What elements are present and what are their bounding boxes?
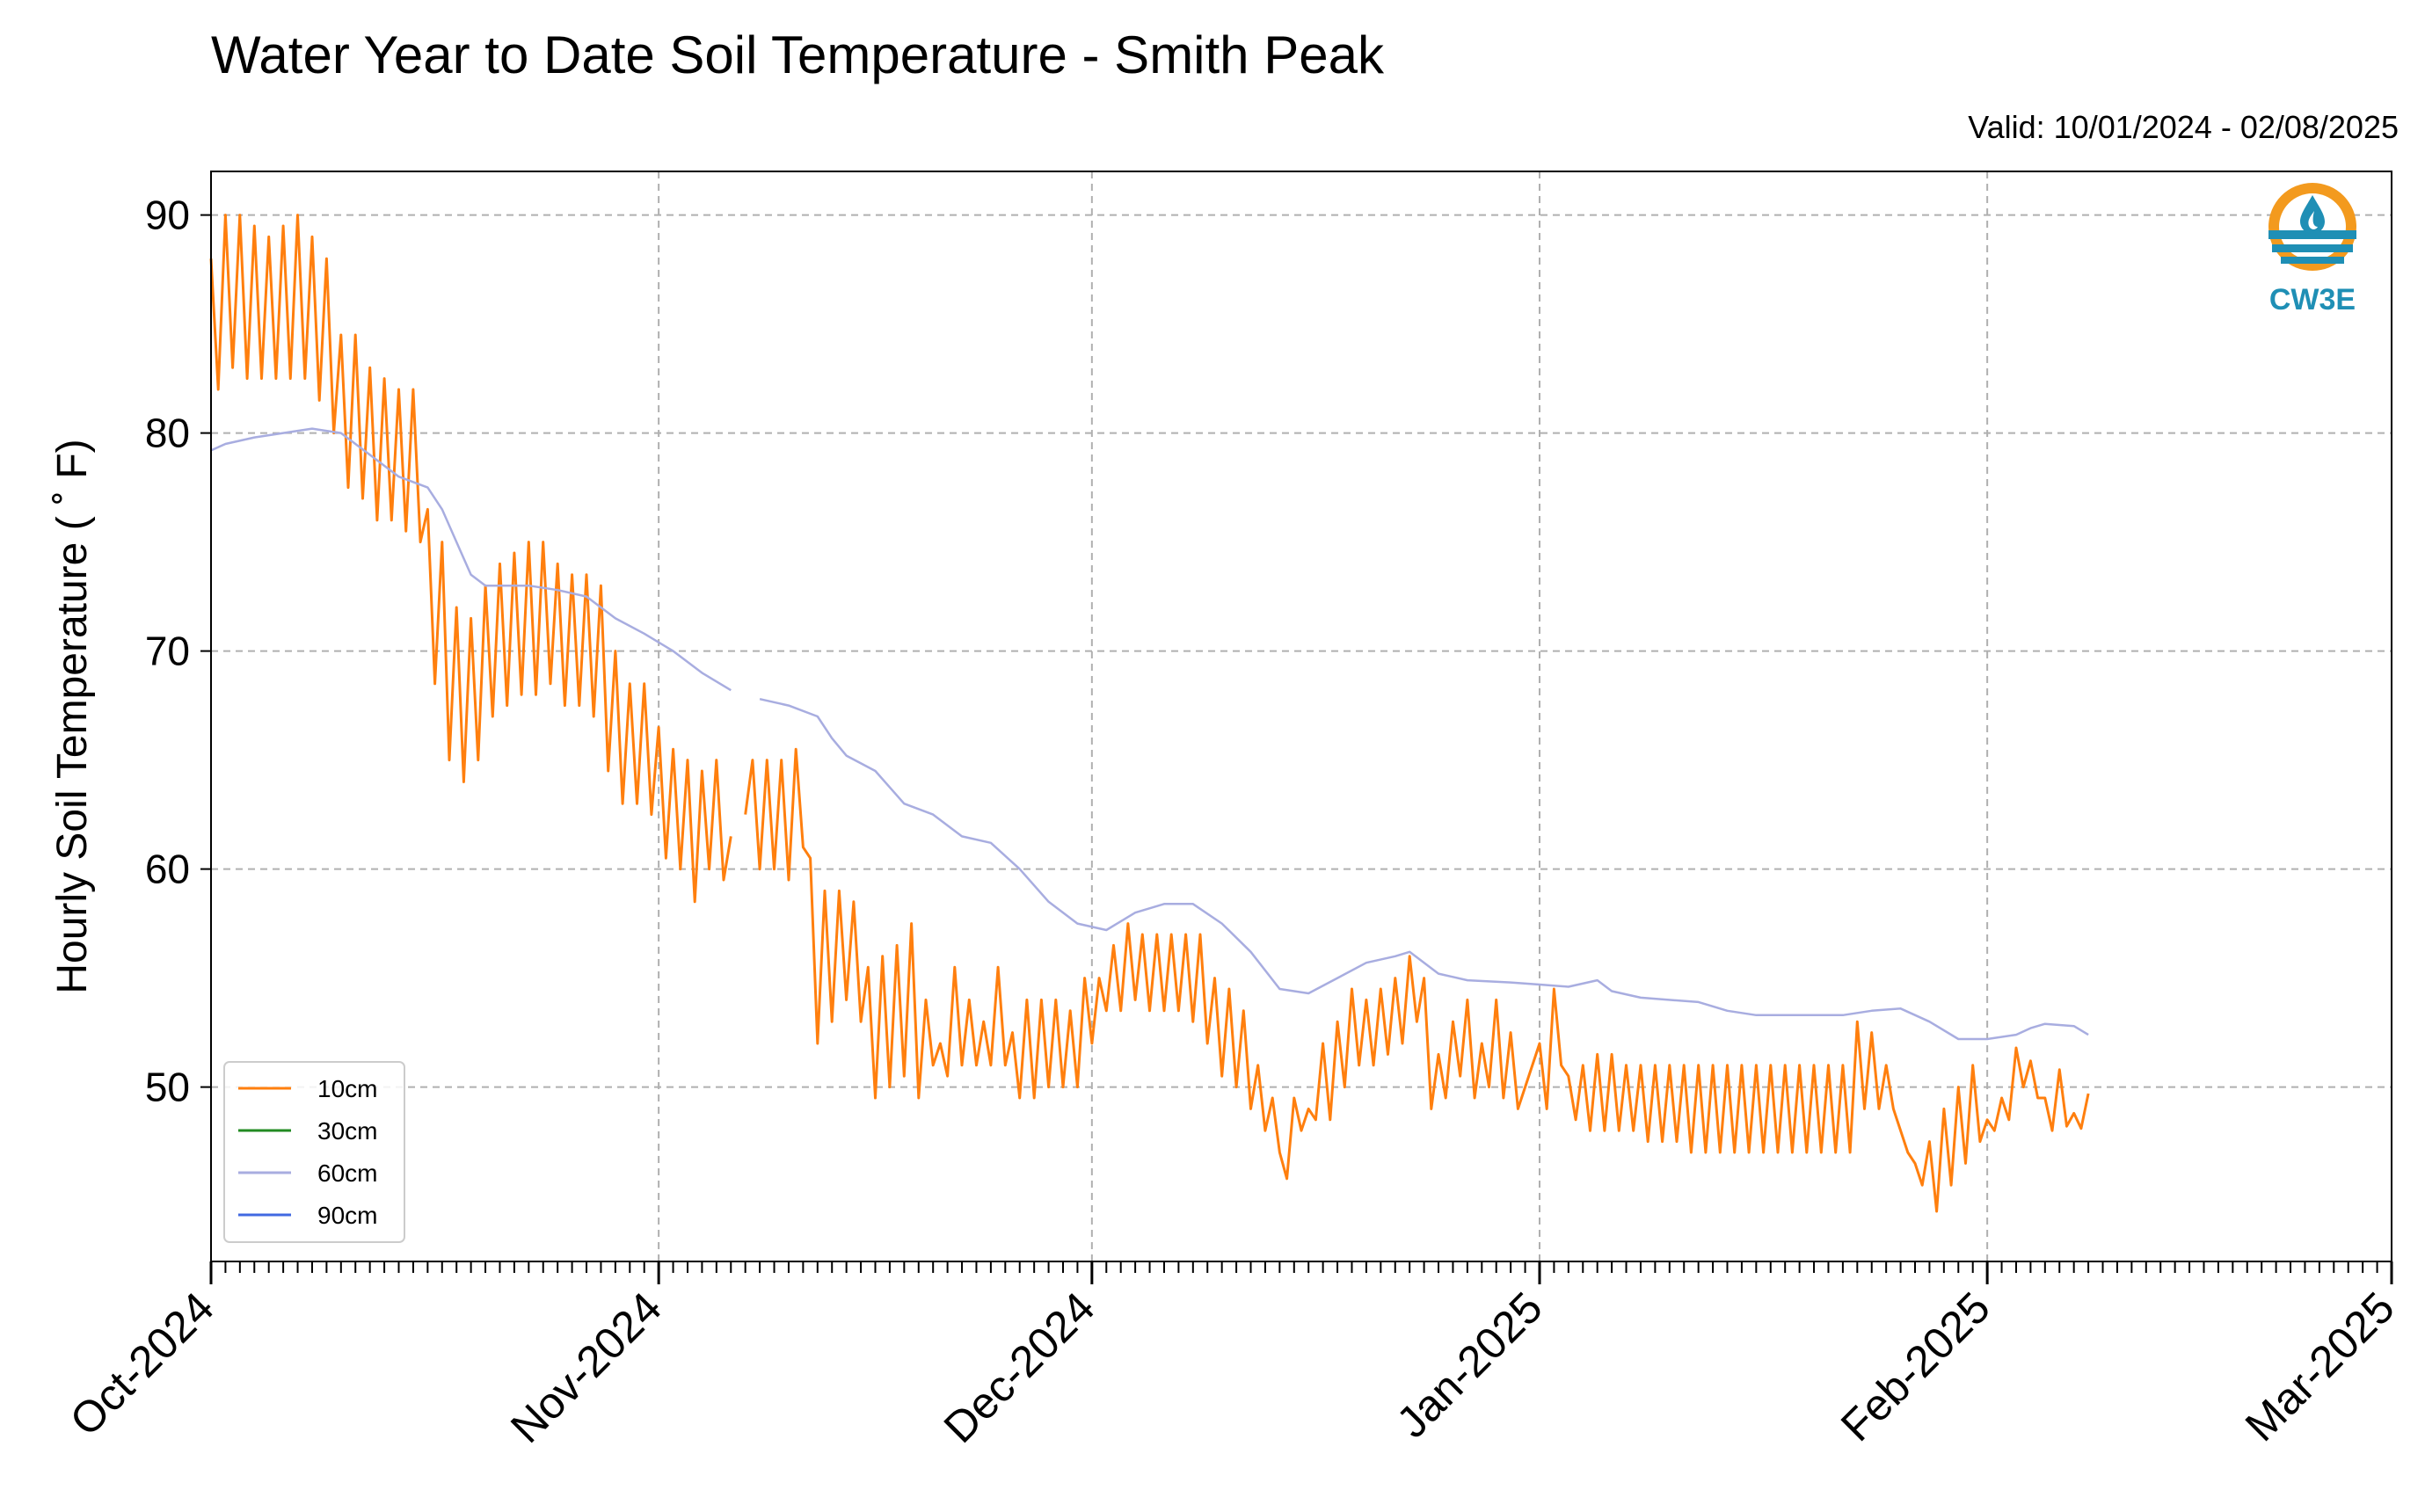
- y-tick-label: 90: [145, 193, 190, 238]
- y-tick-label: 80: [145, 411, 190, 456]
- x-tick-label: Nov-2024: [501, 1283, 671, 1452]
- chart-title: Water Year to Date Soil Temperature - Sm…: [211, 25, 1384, 84]
- cw3e-logo: CW3E: [2268, 183, 2356, 316]
- legend-label-10cm: 10cm: [317, 1075, 377, 1102]
- grid-lines: [211, 171, 2392, 1261]
- series-line-10cm: [744, 747, 2090, 1213]
- x-tick-label: Oct-2024: [61, 1283, 223, 1445]
- logo-wave-2: [2272, 244, 2353, 252]
- legend-label-90cm: 90cm: [317, 1202, 377, 1229]
- legend-label-60cm: 60cm: [317, 1159, 377, 1187]
- logo-wave-1: [2268, 230, 2356, 239]
- y-axis-label: Hourly Soil Temperature ( ˚ F): [49, 439, 96, 993]
- x-tick-label: Dec-2024: [935, 1283, 1104, 1452]
- logo-text: CW3E: [2269, 283, 2356, 316]
- legend-box: [223, 1061, 405, 1243]
- legend-label-30cm: 30cm: [317, 1117, 377, 1145]
- series-layer: [209, 214, 2090, 1213]
- legend: 10cm 30cm 60cm 90cm: [223, 1061, 405, 1243]
- series-line-10cm: [209, 214, 732, 904]
- water-drop-highlight: [2308, 211, 2318, 229]
- axis-ticks: 50 60 70 80 90 Oct-2024 Nov-2024 Dec-2024 Jan-20…: [61, 193, 2404, 1452]
- y-tick-label: 70: [145, 629, 190, 674]
- series-line-60cm: [759, 697, 2089, 1041]
- series-line-60cm: [210, 427, 732, 692]
- y-tick-label: 50: [145, 1065, 190, 1110]
- logo-wave-3: [2281, 257, 2344, 264]
- chart-subtitle: Valid: 10/01/2024 - 02/08/2025: [1968, 109, 2399, 145]
- x-tick-label: Jan-2025: [1387, 1283, 1552, 1447]
- x-tick-label: Feb-2025: [1831, 1283, 1999, 1450]
- y-tick-label: 60: [145, 847, 190, 892]
- plot-frame: [210, 171, 2392, 1262]
- x-tick-label: Mar-2025: [2236, 1283, 2404, 1450]
